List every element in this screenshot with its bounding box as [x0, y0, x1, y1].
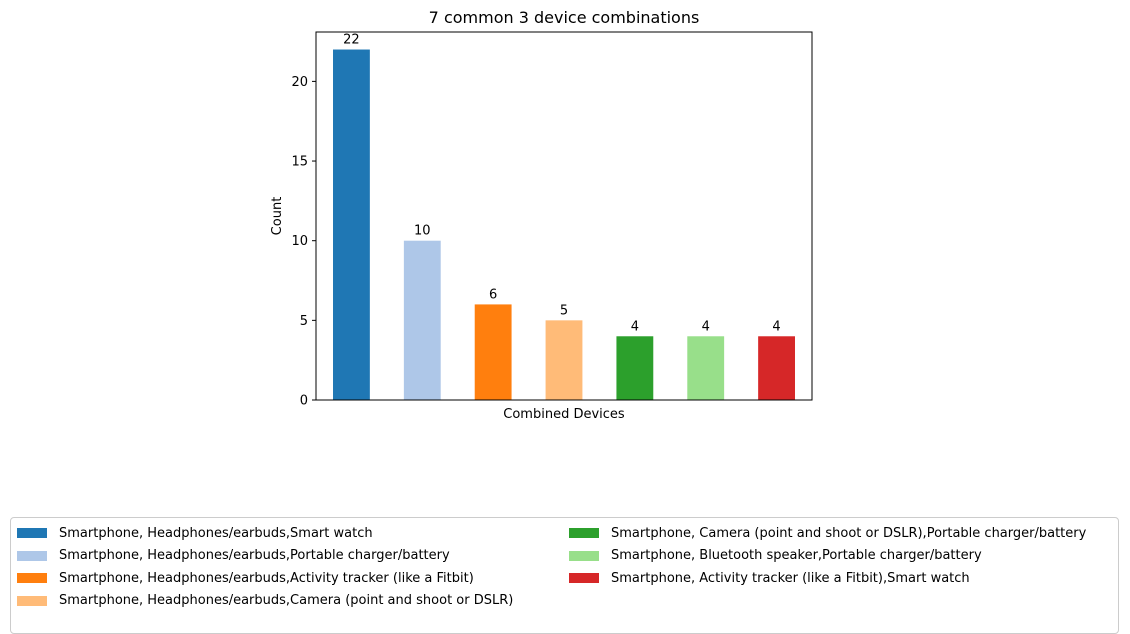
bar-value-label: 10 — [414, 224, 431, 239]
legend: Smartphone, Headphones/earbuds,Smart wat… — [10, 517, 1119, 634]
y-axis-label: Count — [270, 197, 285, 236]
legend-swatch — [569, 528, 599, 539]
legend-swatch — [569, 550, 599, 561]
legend-label: Smartphone, Headphones/earbuds,Portable … — [59, 548, 450, 564]
bar — [474, 304, 512, 400]
plot-frame — [315, 31, 813, 401]
bar-value-label: 6 — [489, 287, 497, 302]
legend-swatch — [17, 528, 47, 539]
legend-column-right: Smartphone, Camera (point and shoot or D… — [569, 522, 1086, 590]
bar-value-label: 4 — [631, 319, 639, 334]
legend-item: Smartphone, Headphones/earbuds,Smart wat… — [17, 522, 513, 545]
legend-label: Smartphone, Camera (point and shoot or D… — [611, 525, 1087, 541]
legend-label: Smartphone, Activity tracker (like a Fit… — [611, 570, 970, 586]
y-tick-label: 20 — [291, 75, 308, 90]
legend-label: Smartphone, Headphones/earbuds,Camera (p… — [59, 593, 514, 609]
y-tick-label: 0 — [300, 394, 308, 409]
legend-item: Smartphone, Headphones/earbuds,Camera (p… — [17, 590, 513, 613]
legend-item: Smartphone, Headphones/earbuds,Activity … — [17, 567, 513, 590]
bar — [333, 49, 370, 401]
bars-group: 22 10 6 5 4 4 4 — [333, 33, 795, 401]
bar — [545, 320, 583, 400]
bar-value-label: 4 — [772, 319, 780, 334]
legend-item: Smartphone, Camera (point and shoot or D… — [569, 522, 1086, 545]
chart-title: 7 common 3 device combinations — [429, 8, 700, 27]
legend-swatch — [17, 595, 47, 606]
legend-column-left: Smartphone, Headphones/earbuds,Smart wat… — [17, 522, 513, 612]
legend-label: Smartphone, Headphones/earbuds,Activity … — [59, 570, 474, 586]
y-tick-label: 5 — [300, 314, 308, 329]
legend-swatch — [569, 573, 599, 584]
legend-swatch — [17, 573, 47, 584]
bar-value-label: 22 — [343, 33, 360, 48]
bar — [758, 336, 795, 400]
y-tick-label: 10 — [291, 234, 308, 249]
legend-label: Smartphone, Bluetooth speaker,Portable c… — [611, 548, 982, 564]
bar-value-label: 4 — [702, 319, 710, 334]
chart: 7 common 3 device combinations 22 10 6 5 4 4 4… — [270, 8, 813, 422]
bar-value-label: 5 — [560, 303, 568, 318]
legend-item: Smartphone, Bluetooth speaker,Portable c… — [569, 545, 1086, 568]
y-axis: 0 5 10 15 20 — [291, 75, 316, 409]
legend-item: Smartphone, Headphones/earbuds,Portable … — [17, 545, 513, 568]
y-tick-label: 15 — [291, 155, 308, 170]
legend-swatch — [17, 550, 47, 561]
bar — [616, 336, 654, 400]
bar — [403, 240, 441, 400]
bar — [687, 336, 725, 400]
x-axis-label: Combined Devices — [503, 407, 625, 422]
legend-label: Smartphone, Headphones/earbuds,Smart wat… — [59, 525, 373, 541]
legend-item: Smartphone, Activity tracker (like a Fit… — [569, 567, 1086, 590]
